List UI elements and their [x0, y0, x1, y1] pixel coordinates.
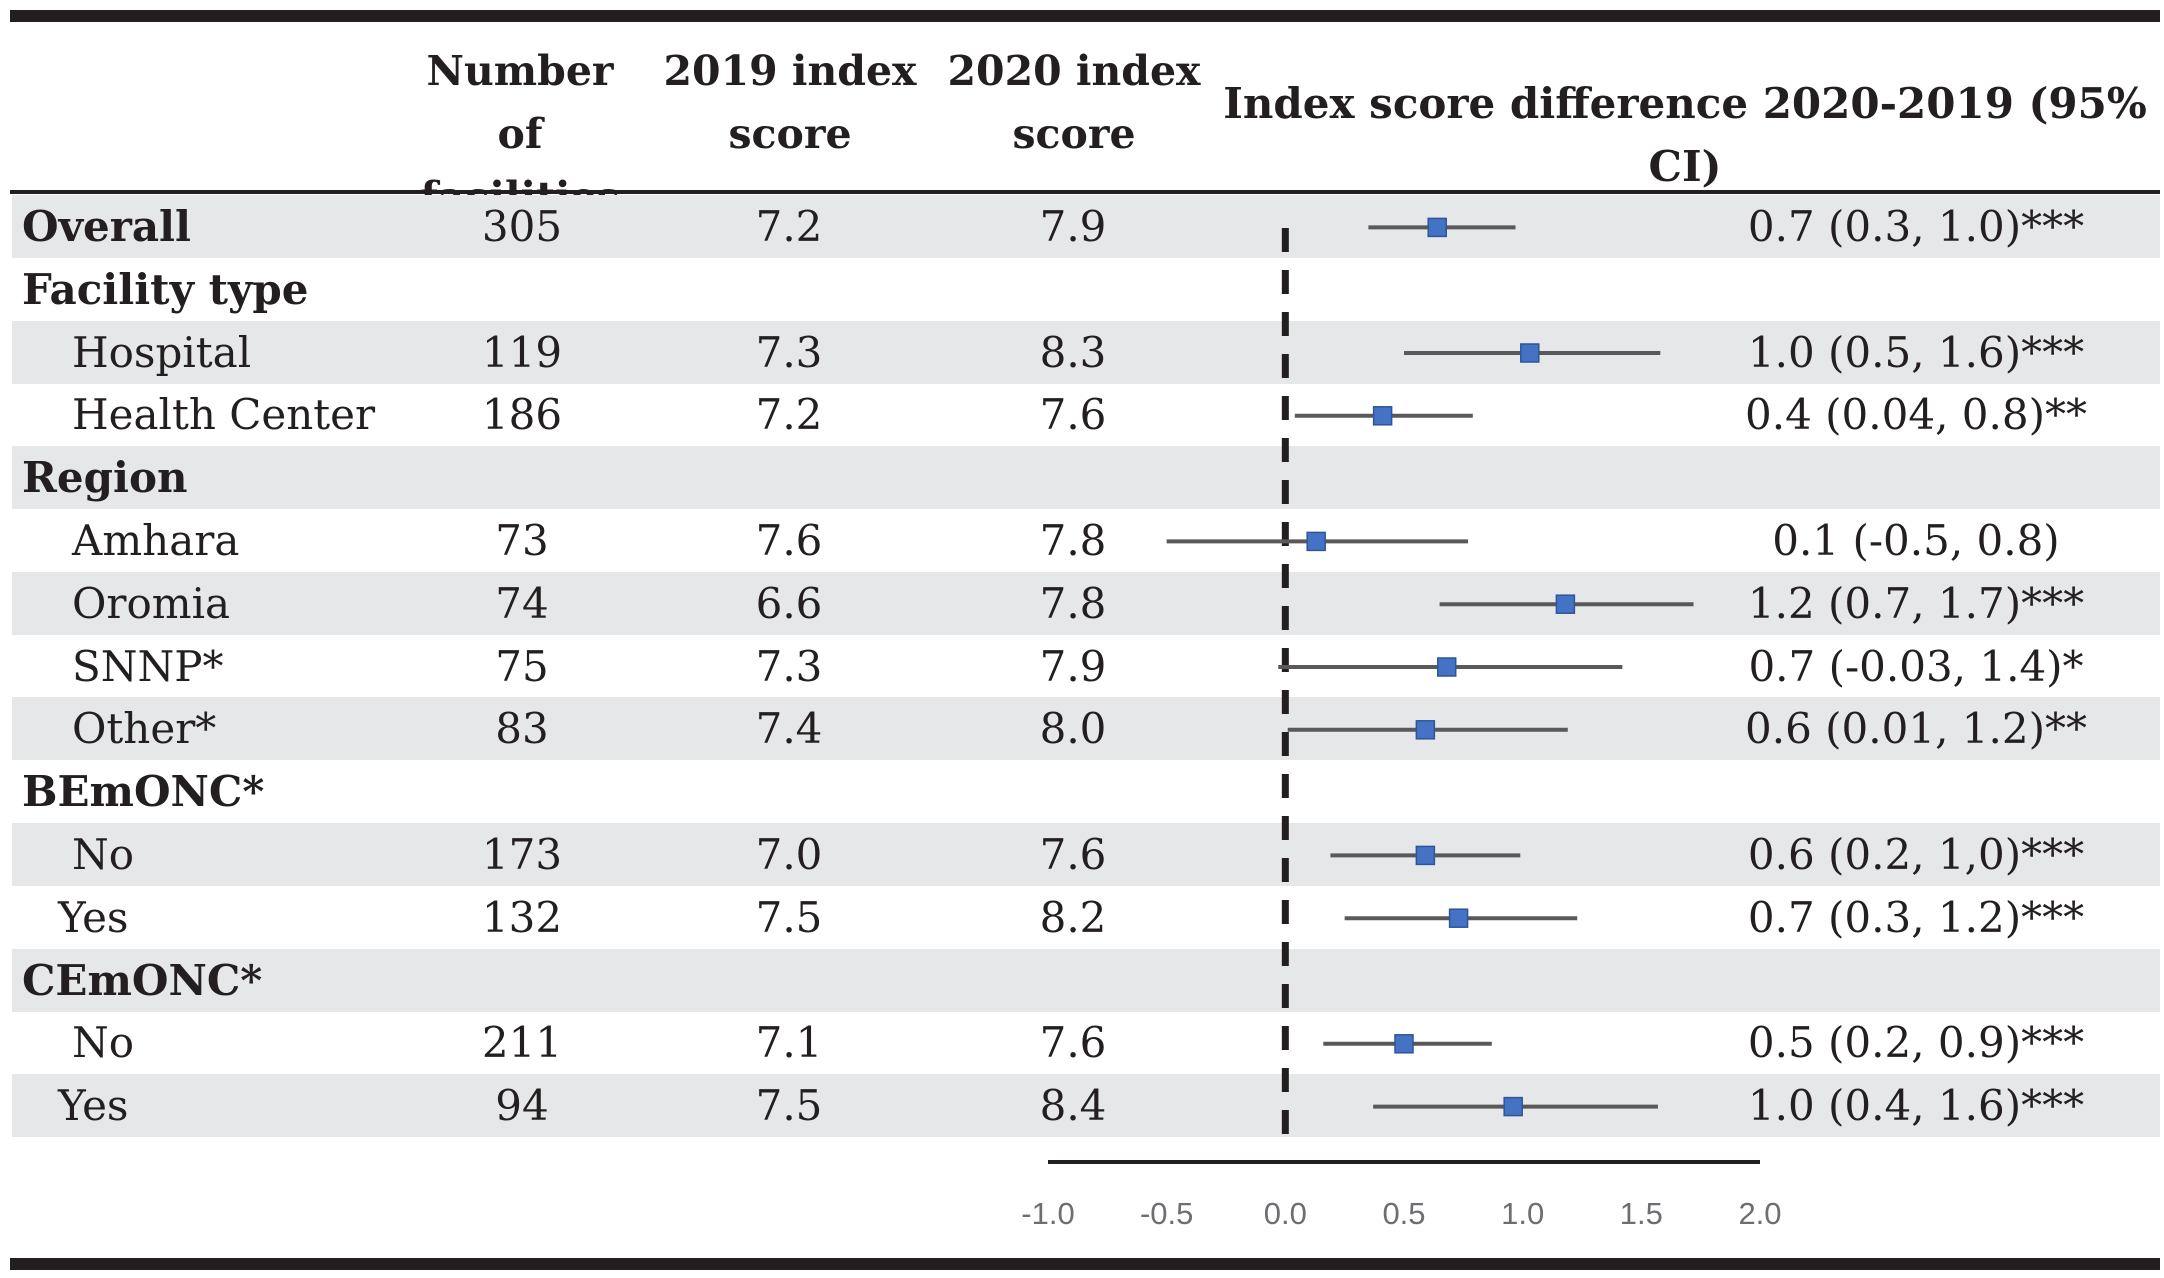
point-estimate-marker: [1372, 406, 1393, 426]
cell-2020-score: 7.8: [1039, 578, 1107, 628]
cell-2019-score: 6.6: [755, 578, 823, 628]
header-2020-line2: score: [1012, 110, 1136, 158]
cell-difference-ci: 0.6 (0.01, 1.2)**: [1745, 704, 2087, 754]
point-estimate-marker: [1415, 720, 1436, 740]
cell-2020-score: 7.6: [1039, 390, 1107, 440]
header-2019-line1: 2019 index: [663, 47, 917, 95]
cell-number-of-facilities: 305: [481, 202, 563, 251]
cell-2020-score: 8.0: [1039, 704, 1107, 754]
x-tick-label: -1.0: [1021, 1196, 1074, 1231]
cell-number-of-facilities: 211: [481, 1018, 563, 1068]
row-label: No: [72, 830, 135, 879]
header-rule: [10, 190, 2160, 194]
point-estimate-marker: [1448, 908, 1469, 928]
cell-difference-ci: 0.7 (0.3, 1.0)***: [1747, 202, 2085, 251]
cell-difference-ci: 1.0 (0.4, 1.6)***: [1747, 1081, 2085, 1131]
cell-2020-score: 7.8: [1039, 516, 1107, 565]
point-estimate-marker: [1503, 1096, 1523, 1117]
row-shade: [12, 571, 2160, 635]
cell-2019-score: 7.3: [755, 327, 823, 377]
point-estimate-marker: [1520, 343, 1540, 363]
row-group-label: CEmONC*: [22, 955, 263, 1005]
cell-2020-score: 8.2: [1039, 892, 1107, 942]
point-estimate-marker: [1427, 217, 1447, 238]
cell-2020-score: 7.6: [1039, 830, 1107, 879]
cell-2019-score: 7.6: [755, 516, 823, 565]
point-estimate-marker: [1415, 845, 1436, 866]
cell-number-of-facilities: 73: [495, 516, 549, 565]
cell-difference-ci: 1.0 (0.5, 1.6)***: [1747, 327, 2085, 377]
row-label: Health Center: [72, 390, 376, 440]
row-label: Oromia: [72, 578, 231, 628]
row-shade: [12, 1074, 2160, 1138]
row-shade: [12, 446, 2160, 510]
cell-2019-score: 7.5: [755, 892, 823, 942]
row-label: SNNP*: [72, 641, 224, 691]
cell-number-of-facilities: 173: [481, 830, 563, 879]
cell-difference-ci: 0.1 (-0.5, 0.8): [1772, 516, 2060, 565]
row-group-label: Overall: [22, 202, 191, 251]
bottom-rule: [10, 1258, 2160, 1270]
cell-2019-score: 7.5: [755, 1081, 823, 1131]
row-shade: [12, 320, 2160, 384]
header-2020-score: 2020 index score: [944, 40, 1204, 166]
row-label: Yes: [58, 1081, 129, 1131]
header-2020-line1: 2020 index: [947, 47, 1201, 95]
row-label: No: [72, 1018, 135, 1068]
point-estimate-marker: [1555, 594, 1576, 614]
x-tick-label: 0.0: [1264, 1196, 1307, 1231]
cell-difference-ci: 0.7 (-0.03, 1.4)*: [1748, 641, 2084, 691]
row-group-label: BEmONC*: [22, 767, 265, 817]
top-rule: [10, 10, 2160, 22]
header-2019-score: 2019 index score: [660, 40, 920, 166]
row-label: Amhara: [72, 516, 240, 565]
cell-2019-score: 7.2: [755, 390, 823, 440]
cell-2020-score: 7.6: [1039, 1018, 1107, 1068]
header-2019-line2: score: [728, 110, 852, 158]
row-shade: [12, 195, 2160, 258]
header-number-line1: Number: [426, 47, 614, 95]
point-estimate-marker: [1436, 657, 1457, 677]
point-estimate-marker: [1306, 531, 1326, 552]
cell-difference-ci: 1.2 (0.7, 1.7)***: [1747, 578, 2085, 628]
row-shade: [12, 948, 2160, 1012]
x-tick-label: 1.5: [1620, 1196, 1663, 1231]
cell-2019-score: 7.3: [755, 641, 823, 691]
cell-number-of-facilities: 75: [495, 641, 549, 691]
x-tick-label: 2.0: [1738, 1196, 1781, 1231]
cell-number-of-facilities: 186: [481, 390, 563, 440]
row-label: Yes: [58, 892, 129, 942]
cell-2020-score: 7.9: [1039, 202, 1107, 251]
x-tick-label: 0.5: [1382, 1196, 1425, 1231]
header-index-difference: Index score difference 2020-2019 (95% CI…: [1223, 79, 2147, 191]
cell-number-of-facilities: 74: [495, 578, 549, 628]
cell-difference-ci: 0.7 (0.3, 1.2)***: [1747, 892, 2085, 942]
cell-2019-score: 7.2: [755, 202, 823, 251]
row-shade: [12, 823, 2160, 886]
cell-difference-ci: 0.5 (0.2, 0.9)***: [1747, 1018, 2085, 1068]
row-group-label: Facility type: [22, 264, 309, 314]
cell-2020-score: 8.3: [1039, 327, 1107, 377]
cell-difference-ci: 0.6 (0.2, 1,0)***: [1747, 830, 2085, 879]
cell-2019-score: 7.0: [755, 830, 823, 879]
row-label: Hospital: [72, 327, 252, 377]
cell-2020-score: 7.9: [1039, 641, 1107, 691]
cell-number-of-facilities: 119: [481, 327, 563, 377]
cell-2020-score: 8.4: [1039, 1081, 1107, 1131]
cell-number-of-facilities: 83: [495, 704, 549, 754]
row-group-label: Region: [22, 453, 188, 503]
cell-2019-score: 7.1: [755, 1018, 823, 1068]
cell-number-of-facilities: 132: [481, 892, 563, 942]
cell-difference-ci: 0.4 (0.04, 0.8)**: [1745, 390, 2087, 440]
row-shade: [12, 697, 2160, 761]
x-tick-label: 1.0: [1501, 1196, 1544, 1231]
row-label: Other*: [72, 704, 217, 754]
point-estimate-marker: [1394, 1034, 1414, 1054]
cell-2019-score: 7.4: [755, 704, 823, 754]
cell-number-of-facilities: 94: [495, 1081, 549, 1131]
x-tick-label: -0.5: [1140, 1196, 1193, 1231]
